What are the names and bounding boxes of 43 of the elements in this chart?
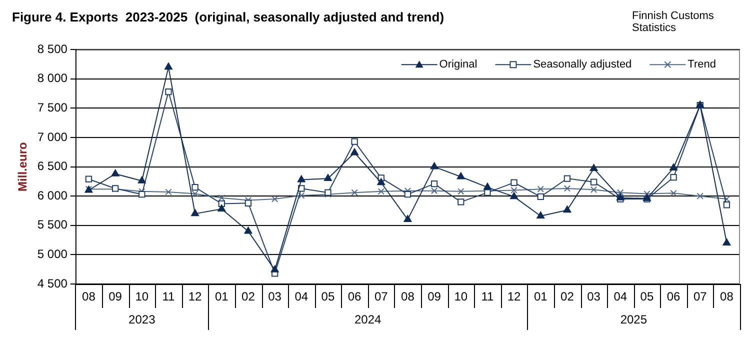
x-tick-label: 07 bbox=[693, 289, 708, 304]
y-tick-label: 7 500 bbox=[37, 100, 68, 115]
x-tick-label: 01 bbox=[214, 289, 229, 304]
x-tick-label: 11 bbox=[162, 289, 176, 304]
x-tick-label: 10 bbox=[135, 289, 149, 304]
x-tick-label: 11 bbox=[481, 289, 494, 304]
y-tick-label: 5 000 bbox=[37, 247, 68, 262]
x-tick-label: 12 bbox=[507, 289, 522, 304]
x-tick-label: 08 bbox=[401, 289, 415, 304]
x-tick-label: 08 bbox=[720, 289, 734, 304]
x-tick-label: 04 bbox=[294, 289, 308, 304]
legend-label: Original bbox=[439, 58, 478, 71]
y-tick-label: 8 500 bbox=[37, 42, 68, 56]
x-tick-label: 10 bbox=[454, 289, 468, 304]
text: 2023 bbox=[128, 312, 156, 326]
y-tick-label: 8 000 bbox=[37, 71, 68, 86]
x-tick-label: 03 bbox=[587, 289, 601, 304]
x-tick-label: 08 bbox=[82, 289, 96, 304]
x-tick-label: 02 bbox=[560, 289, 574, 304]
y-tick-label: 6 500 bbox=[37, 159, 68, 174]
x-tick-label: 12 bbox=[188, 289, 202, 304]
y-tick-label: 6 000 bbox=[37, 188, 68, 202]
y-axis-title: Mill.euro bbox=[16, 142, 30, 192]
y-tick-label: 4 500 bbox=[37, 276, 68, 290]
text: Finnish Customs Statistics bbox=[632, 10, 715, 34]
text: 2024 bbox=[354, 312, 382, 326]
x-tick-label: 03 bbox=[268, 289, 282, 304]
text: 2025 bbox=[620, 312, 648, 326]
x-tick-label: 09 bbox=[428, 289, 442, 304]
x-tick-label: 06 bbox=[348, 289, 362, 304]
x-tick-label: 02 bbox=[242, 289, 256, 304]
x-tick-label: 07 bbox=[374, 289, 388, 304]
y-tick-label: 7 000 bbox=[37, 130, 68, 144]
chart-title: Figure 4. Exports 2023-2025 (original, seasonally adjusted and trend) bbox=[12, 9, 444, 24]
x-tick-label: 06 bbox=[666, 289, 681, 304]
x-tick-label: 09 bbox=[108, 289, 122, 304]
legend-label: Trend bbox=[688, 58, 716, 71]
x-tick-label: 05 bbox=[640, 289, 654, 304]
x-tick-label: 04 bbox=[614, 289, 628, 304]
y-tick-label: 5 500 bbox=[37, 218, 68, 232]
x-tick-label: 01 bbox=[534, 289, 548, 304]
legend-label: Seasonally adjusted bbox=[533, 58, 632, 71]
x-tick-label: 05 bbox=[321, 289, 335, 304]
